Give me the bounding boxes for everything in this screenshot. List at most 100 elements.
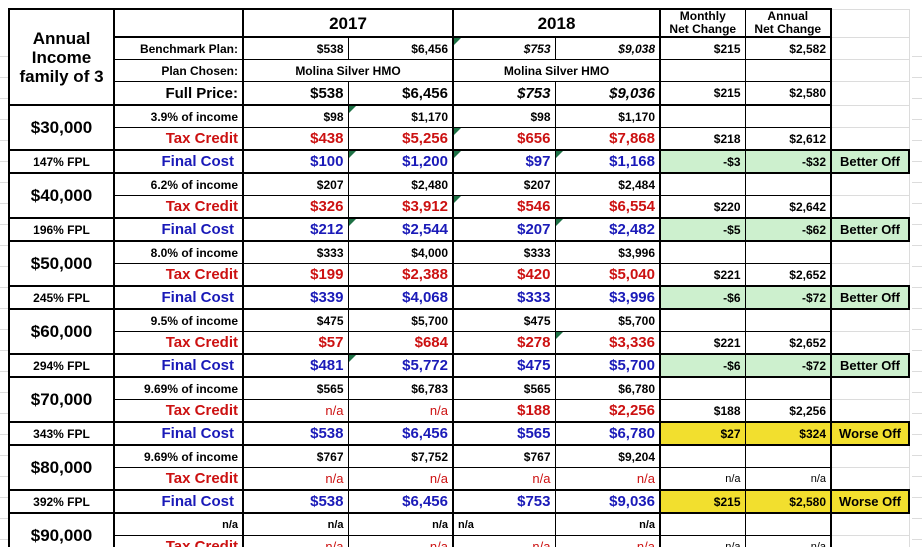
- g2-tax-annual-change[interactable]: $2,652: [744, 263, 832, 287]
- empty-cell[interactable]: [659, 59, 746, 82]
- g3-pct-2017-annual[interactable]: $5,700: [347, 308, 454, 332]
- g5-pct-2017-annual[interactable]: $7,752: [347, 444, 454, 468]
- g0-pct-2017-monthly[interactable]: $98: [242, 104, 349, 128]
- g1-pct-label[interactable]: 6.2% of income: [113, 172, 244, 196]
- g2-tax-2018-annual[interactable]: $5,040: [554, 263, 661, 287]
- g2-final-2017-annual[interactable]: $4,068: [347, 285, 454, 310]
- empty-cell[interactable]: [830, 331, 910, 355]
- g3-tax-label[interactable]: Tax Credit: [113, 331, 244, 355]
- g1-tax-annual-change[interactable]: $2,642: [744, 195, 832, 219]
- g3-tax-monthly-change[interactable]: $221: [659, 331, 746, 355]
- g1-tax-2017-monthly[interactable]: $326: [242, 195, 349, 219]
- g3-final-2018-annual[interactable]: $5,700: [554, 353, 661, 378]
- g2-final-2018-monthly[interactable]: $333: [452, 285, 556, 310]
- g0-final-annual-change[interactable]: -$32: [744, 149, 832, 174]
- g6-pct-2017-annual[interactable]: n/a: [347, 512, 454, 536]
- g1-tax-2018-monthly[interactable]: $546: [452, 195, 556, 219]
- g2-tax-monthly-change[interactable]: $221: [659, 263, 746, 287]
- g1-final-monthly-change[interactable]: -$5: [659, 217, 746, 242]
- empty-cell[interactable]: [744, 59, 832, 82]
- g2-pct-2017-annual[interactable]: $4,000: [347, 240, 454, 264]
- g5-tax-2017-annual[interactable]: n/a: [347, 467, 454, 491]
- empty-cell[interactable]: [830, 172, 910, 196]
- g2-pct-2018-annual[interactable]: $3,996: [554, 240, 661, 264]
- empty-cell[interactable]: [830, 263, 910, 287]
- empty-cell[interactable]: [830, 104, 910, 128]
- empty-cell[interactable]: [830, 399, 910, 423]
- g2-tax-2017-annual[interactable]: $2,388: [347, 263, 454, 287]
- empty-cell[interactable]: [830, 376, 910, 400]
- g0-pct-2018-annual[interactable]: $1,170: [554, 104, 661, 128]
- g0-pct-2017-annual[interactable]: $1,170: [347, 104, 454, 128]
- empty-cell[interactable]: [744, 308, 832, 332]
- g5-final-label[interactable]: Final Cost: [113, 489, 244, 514]
- g6-tax-annual-change[interactable]: n/a: [744, 535, 832, 547]
- g5-final-annual-change[interactable]: $2,580: [744, 489, 832, 514]
- g5-final-monthly-change[interactable]: $215: [659, 489, 746, 514]
- header-2018[interactable]: 2018: [452, 8, 661, 38]
- empty-cell[interactable]: [659, 172, 746, 196]
- g2-pct-2017-monthly[interactable]: $333: [242, 240, 349, 264]
- g5-tax-2018-annual[interactable]: n/a: [554, 467, 661, 491]
- g6-pct-2018-monthly[interactable]: n/a: [452, 512, 556, 536]
- g5-tax-label[interactable]: Tax Credit: [113, 467, 244, 491]
- g4-verdict[interactable]: Worse Off: [830, 421, 910, 446]
- empty-cell[interactable]: [659, 444, 746, 468]
- g1-final-annual-change[interactable]: -$62: [744, 217, 832, 242]
- g0-tax-2018-annual[interactable]: $7,868: [554, 127, 661, 151]
- g5-tax-2017-monthly[interactable]: n/a: [242, 467, 349, 491]
- g2-final-2018-annual[interactable]: $3,996: [554, 285, 661, 310]
- g5-income[interactable]: $80,000: [8, 444, 115, 491]
- empty-cell[interactable]: [830, 512, 910, 536]
- g1-tax-monthly-change[interactable]: $220: [659, 195, 746, 219]
- empty-cell[interactable]: [659, 376, 746, 400]
- g3-pct-2017-monthly[interactable]: $475: [242, 308, 349, 332]
- g3-verdict[interactable]: Better Off: [830, 353, 910, 378]
- plan-chosen-label[interactable]: Plan Chosen:: [113, 59, 244, 82]
- header-monthly-net-change[interactable]: Monthly Net Change: [659, 8, 746, 38]
- empty-cell[interactable]: [744, 444, 832, 468]
- g2-final-monthly-change[interactable]: -$6: [659, 285, 746, 310]
- g4-pct-2018-annual[interactable]: $6,780: [554, 376, 661, 400]
- g0-tax-2018-monthly[interactable]: $656: [452, 127, 556, 151]
- g5-pct-label[interactable]: 9.69% of income: [113, 444, 244, 468]
- g6-tax-2018-annual[interactable]: n/a: [554, 535, 661, 547]
- g6-pct-label[interactable]: n/a: [113, 512, 244, 536]
- g5-fpl[interactable]: 392% FPL: [8, 489, 115, 514]
- g2-fpl[interactable]: 245% FPL: [8, 285, 115, 310]
- empty-cell[interactable]: [744, 376, 832, 400]
- g2-pct-label[interactable]: 8.0% of income: [113, 240, 244, 264]
- g5-final-2017-monthly[interactable]: $538: [242, 489, 349, 514]
- g3-pct-label[interactable]: 9.5% of income: [113, 308, 244, 332]
- g6-tax-2017-monthly[interactable]: n/a: [242, 535, 349, 547]
- g0-final-2017-annual[interactable]: $1,200: [347, 149, 454, 174]
- benchmark-2017-monthly[interactable]: $538: [242, 36, 349, 60]
- g3-final-2017-monthly[interactable]: $481: [242, 353, 349, 378]
- g0-final-2018-monthly[interactable]: $97: [452, 149, 556, 174]
- g3-income[interactable]: $60,000: [8, 308, 115, 355]
- g1-final-2017-monthly[interactable]: $212: [242, 217, 349, 242]
- g1-final-2018-annual[interactable]: $2,482: [554, 217, 661, 242]
- g6-tax-monthly-change[interactable]: n/a: [659, 535, 746, 547]
- g4-pct-2017-annual[interactable]: $6,783: [347, 376, 454, 400]
- g4-tax-2018-monthly[interactable]: $188: [452, 399, 556, 423]
- empty-cell[interactable]: [830, 444, 910, 468]
- empty-cell[interactable]: [744, 512, 832, 536]
- g2-final-annual-change[interactable]: -$72: [744, 285, 832, 310]
- g0-tax-annual-change[interactable]: $2,612: [744, 127, 832, 151]
- g4-tax-monthly-change[interactable]: $188: [659, 399, 746, 423]
- empty-cell[interactable]: [659, 308, 746, 332]
- g1-verdict[interactable]: Better Off: [830, 217, 910, 242]
- g1-pct-2017-annual[interactable]: $2,480: [347, 172, 454, 196]
- g3-pct-2018-annual[interactable]: $5,700: [554, 308, 661, 332]
- empty-cell[interactable]: [659, 240, 746, 264]
- g0-final-label[interactable]: Final Cost: [113, 149, 244, 174]
- g3-tax-2018-annual[interactable]: $3,336: [554, 331, 661, 355]
- g4-tax-annual-change[interactable]: $2,256: [744, 399, 832, 423]
- g0-pct-label[interactable]: 3.9% of income: [113, 104, 244, 128]
- g1-income[interactable]: $40,000: [8, 172, 115, 219]
- g1-pct-2017-monthly[interactable]: $207: [242, 172, 349, 196]
- g5-final-2018-annual[interactable]: $9,036: [554, 489, 661, 514]
- g1-pct-2018-annual[interactable]: $2,484: [554, 172, 661, 196]
- g4-tax-2018-annual[interactable]: $2,256: [554, 399, 661, 423]
